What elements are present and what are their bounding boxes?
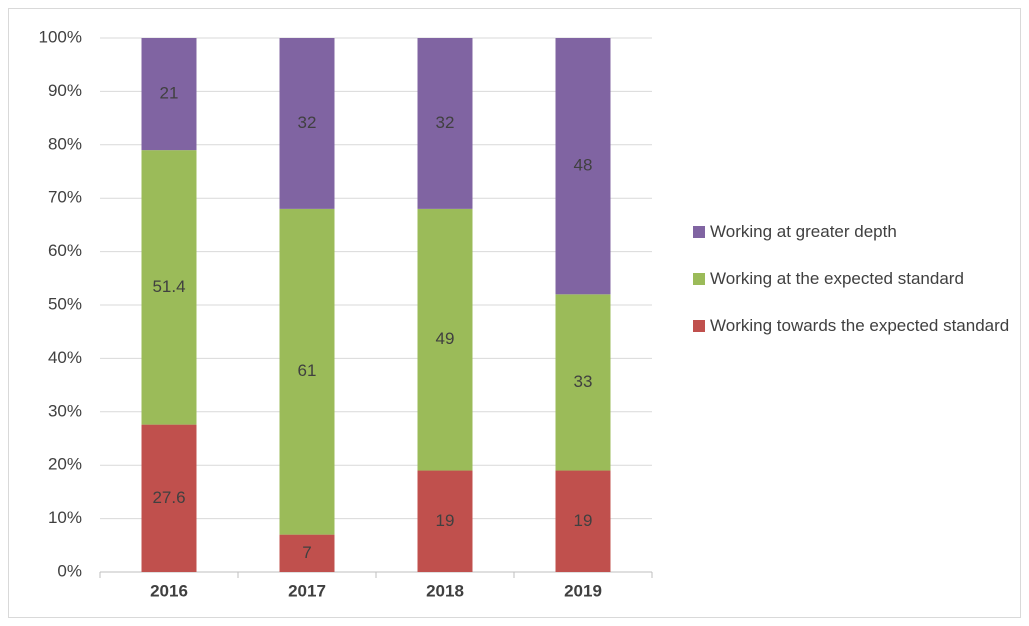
x-tick-label: 2017 [288, 581, 326, 600]
legend-item: Working at greater depth [693, 220, 1023, 243]
y-tick-label: 10% [48, 508, 82, 527]
data-label: 19 [436, 511, 455, 530]
data-label: 32 [436, 113, 455, 132]
chart-border [8, 8, 1021, 618]
data-label: 48 [574, 156, 593, 175]
data-label: 33 [574, 372, 593, 391]
bar-segment [555, 38, 611, 295]
data-label: 32 [298, 113, 317, 132]
x-tick-label: 2016 [150, 581, 188, 600]
data-label: 7 [302, 543, 311, 562]
legend-label: Working at greater depth [710, 222, 897, 241]
legend-swatch [693, 273, 705, 285]
data-label: 51.4 [152, 277, 185, 296]
y-tick-label: 30% [48, 401, 82, 420]
bar-segment [417, 38, 473, 209]
bar-segment [141, 150, 197, 425]
bar-segment [279, 208, 335, 535]
y-tick-label: 20% [48, 455, 82, 474]
x-tick-label: 2018 [426, 581, 464, 600]
bar-segment [141, 424, 197, 572]
legend-label: Working towards the expected standard [710, 316, 1010, 335]
bar-segment [555, 294, 611, 471]
x-tick-label: 2019 [564, 581, 602, 600]
bar-segment [279, 534, 335, 572]
y-tick-label: 0% [57, 561, 82, 580]
legend-item: Working at the expected standard [693, 267, 1023, 290]
data-label: 21 [160, 84, 179, 103]
legend-swatch [693, 320, 705, 332]
bar-segment [279, 38, 335, 209]
legend: Working at greater depth Working at the e… [693, 220, 1023, 361]
legend-item: Working towards the expected standard [693, 314, 1023, 337]
bar-segment [141, 38, 197, 151]
bar-segment [417, 208, 473, 471]
data-label: 19 [574, 511, 593, 530]
data-label: 27.6 [152, 488, 185, 507]
y-tick-label: 50% [48, 294, 82, 313]
y-tick-label: 60% [48, 241, 82, 260]
data-label: 49 [436, 329, 455, 348]
legend-label: Working at the expected standard [710, 269, 964, 288]
data-label: 61 [298, 361, 317, 380]
y-tick-label: 40% [48, 348, 82, 367]
bar-segment [417, 470, 473, 572]
bar-segment [555, 470, 611, 572]
y-tick-label: 70% [48, 188, 82, 207]
y-tick-label: 100% [39, 27, 82, 46]
legend-swatch [693, 226, 705, 238]
y-tick-label: 80% [48, 134, 82, 153]
y-tick-label: 90% [48, 81, 82, 100]
